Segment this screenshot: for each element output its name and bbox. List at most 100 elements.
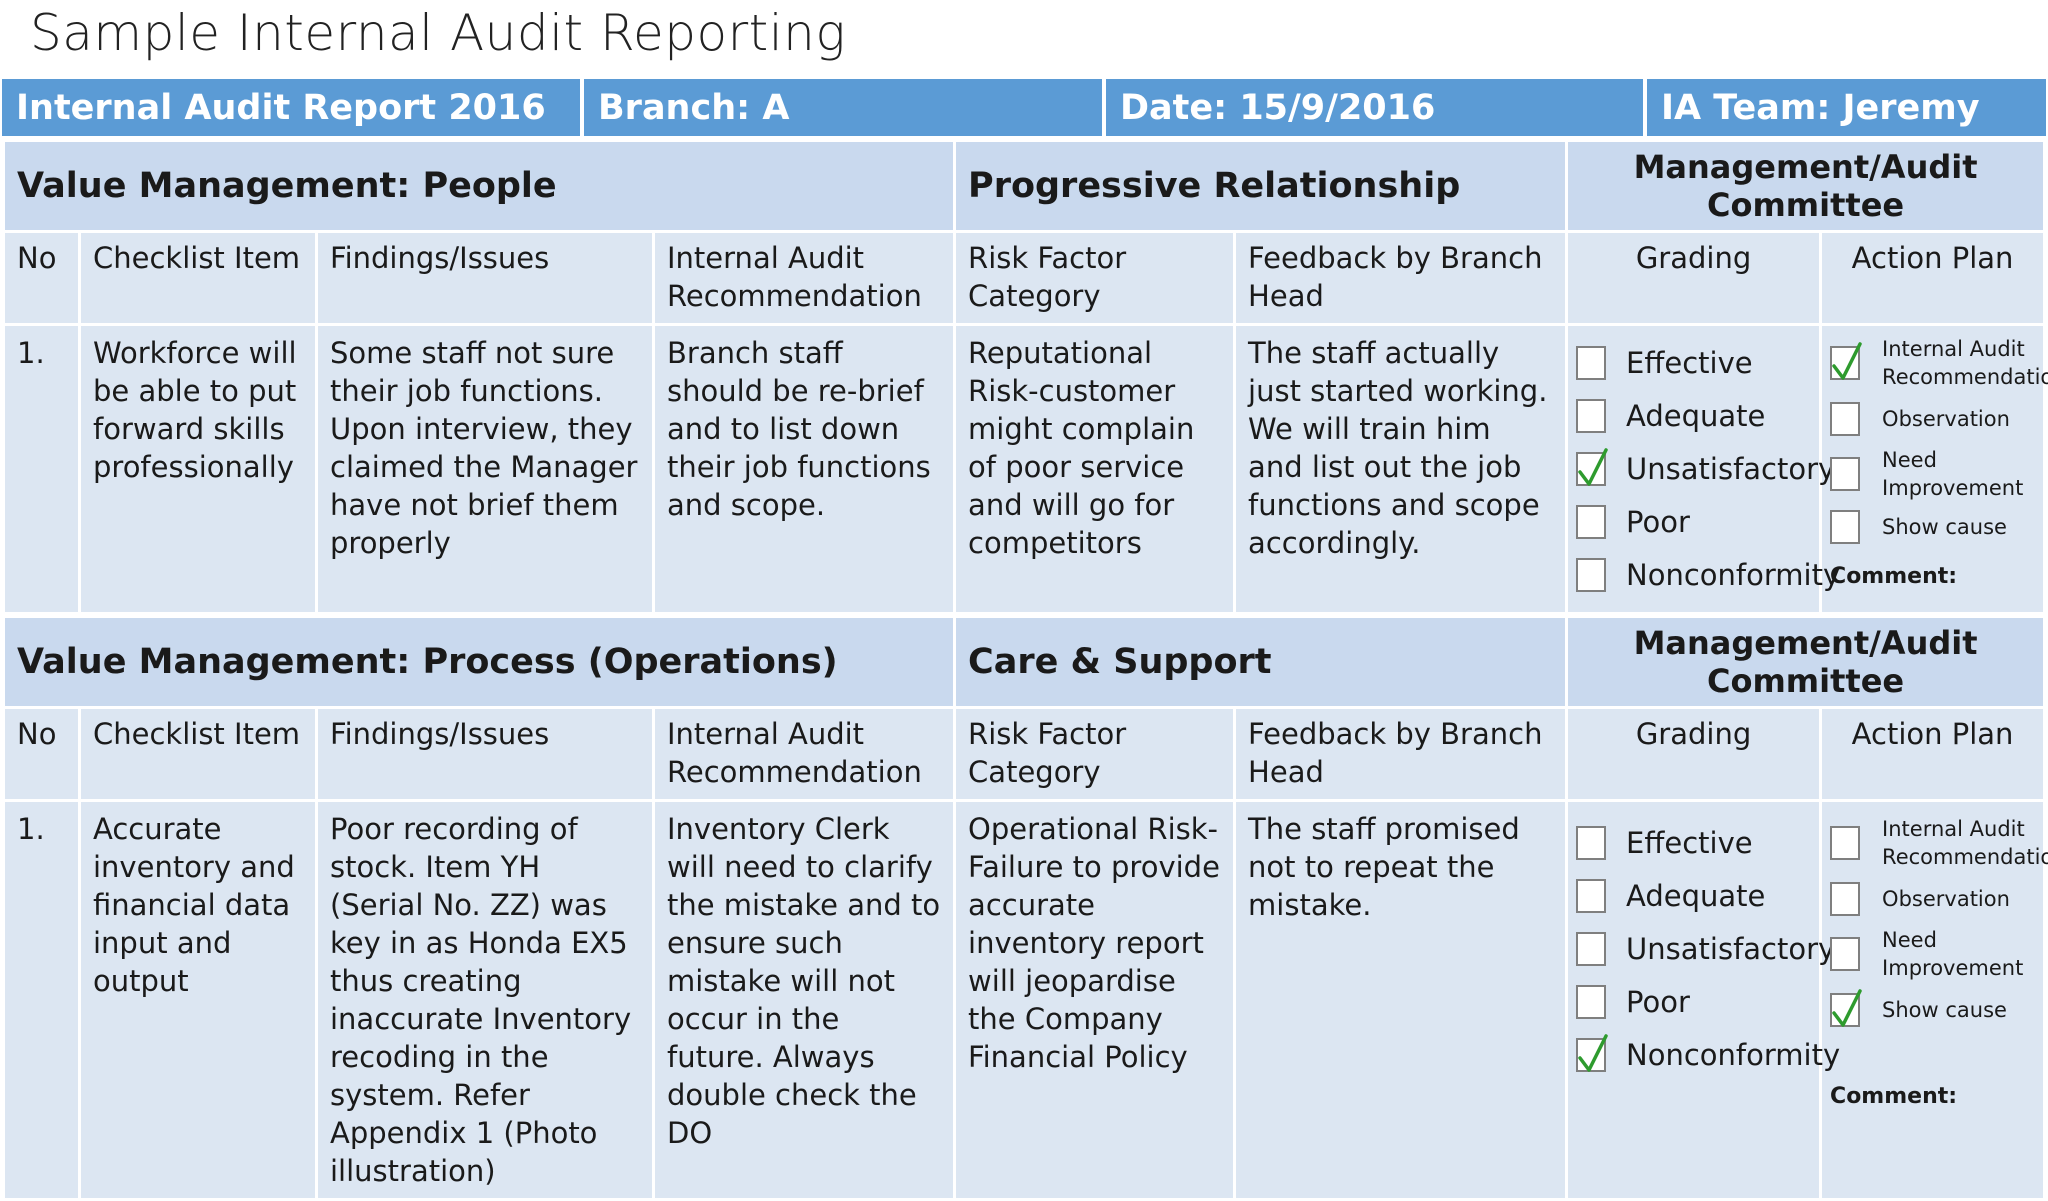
action-label: Observation — [1882, 407, 2010, 431]
action-label: Show cause — [1882, 998, 2007, 1022]
grading-label: Adequate — [1626, 398, 1766, 433]
grading-poor[interactable]: Poor — [1576, 495, 1811, 548]
col-header-recommendation: Internal Audit Recommendation — [655, 233, 954, 323]
checkbox[interactable] — [1830, 457, 1861, 491]
col-header-recommendation: Internal Audit Recommendation — [655, 709, 954, 799]
page: Sample Internal Audit Reporting Internal… — [2, 4, 2048, 1198]
action-ia-recommendation[interactable]: Internal Audit Recommendation — [1830, 814, 2048, 872]
grading-adequate[interactable]: Adequate — [1576, 389, 1811, 442]
col-header-checklist: Checklist Item — [81, 233, 315, 323]
row-findings: Some staff not sure their job functions.… — [318, 326, 652, 612]
col-header-findings: Findings/Issues — [318, 233, 652, 323]
audit-section-process: Value Management: Process (Operations) C… — [2, 615, 2048, 1201]
action-observation[interactable]: Observation — [1830, 392, 2035, 446]
section-heading-mid: Progressive Relationship — [956, 142, 1566, 230]
col-header-risk: Risk Factor Category — [956, 709, 1234, 799]
checkbox-checked[interactable] — [1576, 447, 1608, 486]
checkbox[interactable] — [1830, 882, 1861, 916]
action-label: Internal Audit Recommendation — [1882, 337, 2048, 389]
date-label: Date: 15/9/2016 — [1106, 79, 1643, 136]
col-header-risk: Risk Factor Category — [956, 233, 1234, 323]
action-show-cause[interactable]: Show cause — [1830, 502, 2035, 552]
checkbox[interactable] — [1830, 510, 1861, 544]
checkbox[interactable] — [1576, 504, 1607, 539]
row-risk: Operational Risk-Failure to provide accu… — [956, 802, 1234, 1198]
action-show-cause[interactable]: Show cause — [1830, 982, 2035, 1038]
grading-options: Effective Adequate Unsatisfactory Poor N… — [1568, 802, 1840, 1198]
checkbox[interactable] — [1576, 984, 1607, 1019]
action-observation[interactable]: Observation — [1830, 872, 2035, 926]
checkbox[interactable] — [1576, 931, 1607, 966]
grading-effective[interactable]: Effective — [1576, 816, 1811, 869]
checkbox[interactable] — [1576, 557, 1607, 592]
col-header-feedback: Feedback by Branch Head — [1236, 709, 1566, 799]
report-header-bar: Internal Audit Report 2016 Branch: A Dat… — [2, 79, 2046, 136]
row-checklist-item: Accurate inventory and financial data in… — [81, 802, 315, 1198]
row-risk: Reputational Risk-customer might complai… — [956, 326, 1234, 612]
action-need-improvement[interactable]: Need Improvement — [1830, 446, 2035, 502]
col-header-feedback: Feedback by Branch Head — [1236, 233, 1566, 323]
action-label: Need Improvement — [1882, 928, 2024, 980]
action-label: Internal Audit Recommendation — [1882, 817, 2048, 869]
checkbox[interactable] — [1576, 825, 1607, 860]
checkbox-checked[interactable] — [1830, 342, 1862, 380]
section-heading-mid: Care & Support — [956, 618, 1566, 706]
checkbox-checked[interactable] — [1576, 1033, 1608, 1072]
col-header-action-plan: Action Plan — [1822, 233, 2044, 323]
action-label: Need Improvement — [1882, 448, 2024, 500]
row-checklist-item: Workforce will be able to put forward sk… — [81, 326, 315, 612]
col-header-action-plan: Action Plan — [1822, 709, 2044, 799]
audit-section-people: Value Management: People Progressive Rel… — [2, 139, 2048, 615]
comment-label: Comment: — [1830, 564, 1958, 589]
section-heading-left: Value Management: Process (Operations) — [5, 618, 954, 706]
col-header-grading: Grading — [1568, 233, 1820, 323]
grading-label: Effective — [1626, 345, 1753, 380]
row-findings: Poor recording of stock. Item YH (Serial… — [318, 802, 652, 1198]
row-feedback: The staff promised not to repeat the mis… — [1236, 802, 1566, 1198]
action-need-improvement[interactable]: Need Improvement — [1830, 926, 2035, 982]
grading-options: Effective Adequate Unsatisfactory Poor N… — [1568, 326, 1840, 612]
checkbox[interactable] — [1576, 878, 1607, 913]
grading-label: Unsatisfactory — [1626, 931, 1836, 966]
row-recommendation: Inventory Clerk will need to clarify the… — [655, 802, 954, 1198]
action-plan-options: Internal Audit Recommendation Observatio… — [1822, 802, 2048, 1198]
action-label: Observation — [1882, 887, 2010, 911]
checkbox[interactable] — [1830, 937, 1861, 971]
checkbox[interactable] — [1830, 402, 1861, 436]
checkbox[interactable] — [1576, 398, 1607, 433]
grading-label: Nonconformity — [1626, 1037, 1841, 1072]
branch-label: Branch: A — [584, 79, 1102, 136]
team-label: IA Team: Jeremy — [1647, 79, 2046, 136]
grading-unsatisfactory[interactable]: Unsatisfactory — [1576, 442, 1835, 495]
grading-adequate[interactable]: Adequate — [1576, 869, 1811, 922]
col-header-checklist: Checklist Item — [81, 709, 315, 799]
grading-effective[interactable]: Effective — [1576, 336, 1811, 389]
grading-label: Unsatisfactory — [1626, 451, 1836, 486]
grading-poor[interactable]: Poor — [1576, 975, 1811, 1028]
checkbox[interactable] — [1830, 826, 1861, 860]
row-recommendation: Branch staff should be re-brief and to l… — [655, 326, 954, 612]
grading-label: Effective — [1626, 825, 1753, 860]
checkbox-checked[interactable] — [1830, 989, 1862, 1027]
col-header-no: No — [5, 233, 78, 323]
grading-unsatisfactory[interactable]: Unsatisfactory — [1576, 922, 1835, 975]
grading-label: Adequate — [1626, 878, 1766, 913]
row-feedback: The staff actually just started working.… — [1236, 326, 1566, 612]
row-no: 1. — [5, 326, 78, 612]
grading-label: Nonconformity — [1626, 557, 1841, 592]
grading-nonconformity[interactable]: Nonconformity — [1576, 1028, 1840, 1081]
col-header-grading: Grading — [1568, 709, 1820, 799]
row-no: 1. — [5, 802, 78, 1198]
grading-label: Poor — [1626, 984, 1690, 1019]
grading-nonconformity[interactable]: Nonconformity — [1576, 548, 1840, 601]
checkbox[interactable] — [1576, 345, 1607, 380]
section-heading-committee: Management/Audit Committee — [1568, 618, 2044, 706]
section-heading-committee: Management/Audit Committee — [1568, 142, 2044, 230]
action-ia-recommendation[interactable]: Internal Audit Recommendation — [1830, 334, 2048, 392]
section-heading-left: Value Management: People — [5, 142, 954, 230]
comment-label: Comment: — [1830, 1084, 1958, 1109]
checkmark-icon — [1832, 989, 1862, 1027]
action-plan-options: Internal Audit Recommendation Observatio… — [1822, 326, 2048, 612]
checkmark-icon — [1578, 1033, 1608, 1072]
action-label: Show cause — [1882, 515, 2007, 539]
